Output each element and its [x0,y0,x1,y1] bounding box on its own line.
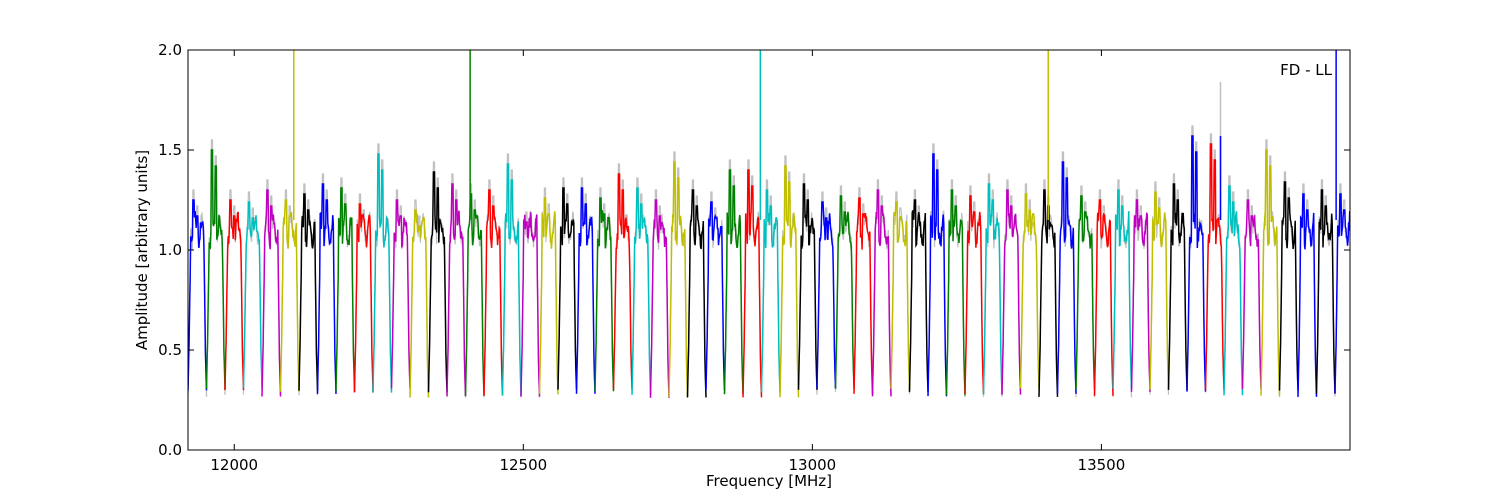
x-tick-label-1: 12500 [499,456,547,474]
background-channel-40 [927,143,948,391]
channel-line-15 [464,193,485,396]
channel-line-60 [1297,193,1318,397]
channel-line-55 [1204,143,1225,391]
y-tick-label-4: 2.0 [158,41,182,59]
channel-line-35 [834,195,855,389]
x-ticks: 12000 12500 13000 13500 [210,50,1125,474]
channel-line-42 [964,195,985,394]
channel-line-25 [649,199,670,398]
channel-line-45 [1019,193,1040,389]
channel-line-34 [816,201,837,389]
y-tick-label-1: 0.5 [158,341,182,359]
channel-line-22 [594,197,615,392]
background-channel-16 [483,179,504,389]
channel-line-53 [1167,183,1188,390]
channel-line-41 [945,189,966,396]
channel-line-14 [446,183,467,397]
series-layer [188,50,1350,398]
channel-line-12 [409,209,430,398]
plot-area [188,50,1350,450]
y-tick-label-3: 1.5 [158,141,182,159]
channel-line-56 [1223,185,1244,396]
y-axis-label: Amplitude [arbitrary units] [133,150,151,350]
channel-line-18 [520,212,541,397]
channel-line-39 [908,199,929,392]
channel-line-20 [557,187,578,390]
channel-line-50 [1112,189,1133,389]
chart-annotation: FD - LL [1280,61,1332,79]
channel-line-28 [705,201,726,391]
channel-line-29 [723,169,744,395]
channel-line-23 [612,173,633,390]
channel-line-10 [372,153,393,393]
channel-line-24 [631,187,652,395]
channel-line-59 [1278,181,1299,391]
background-channel-62 [1334,183,1350,396]
channel-line-11 [390,199,411,389]
channel-line-58 [1260,149,1281,396]
channel-line-3 [242,201,263,389]
channel-line-1 [205,149,226,389]
channel-line-16 [483,189,504,396]
channel-line-21 [575,187,596,394]
x-axis-label: Frequency [MHz] [706,472,832,490]
channel-line-43 [982,183,1003,395]
channel-line-32 [779,165,800,398]
x-tick-label-2: 13000 [788,456,836,474]
channel-line-38 [890,201,911,389]
channel-line-61 [1315,189,1336,394]
channel-line-48 [1075,195,1096,390]
channel-line-6 [298,193,319,391]
channel-line-7 [316,183,337,394]
x-tick-label-0: 12000 [210,456,258,474]
channel-line-19 [538,197,559,394]
channel-line-44 [1001,189,1022,395]
background-channel-28 [705,191,726,389]
channel-line-49 [1093,199,1114,396]
y-tick-label-2: 1.0 [158,241,182,259]
channel-line-33 [797,183,818,390]
channel-line-40 [927,153,948,397]
channel-line-2 [224,199,245,391]
y-tick-label-0: 0.0 [158,441,182,459]
channel-line-4 [261,189,282,397]
channel-line-8 [335,187,356,392]
channel-line-17 [501,163,522,396]
channel-line-62 [1334,193,1350,394]
channel-line-57 [1241,199,1262,390]
channel-line-5 [279,199,300,392]
channel-line-30 [742,169,763,398]
channel-line-9 [353,203,374,393]
channel-line-26 [668,161,689,398]
channel-line-52 [1149,191,1170,390]
channel-line-54 [1186,135,1207,392]
channel-line-31 [760,189,781,393]
channel-line-51 [1130,199,1151,392]
channel-line-0 [188,199,208,391]
channel-line-27 [686,189,707,398]
channel-line-37 [871,189,892,397]
channel-line-36 [853,197,874,394]
channel-line-47 [1056,161,1077,394]
y-ticks: 0.0 0.5 1.0 1.5 2.0 [158,41,1350,459]
x-tick-label-3: 13500 [1078,456,1126,474]
channel-line-13 [427,171,448,393]
